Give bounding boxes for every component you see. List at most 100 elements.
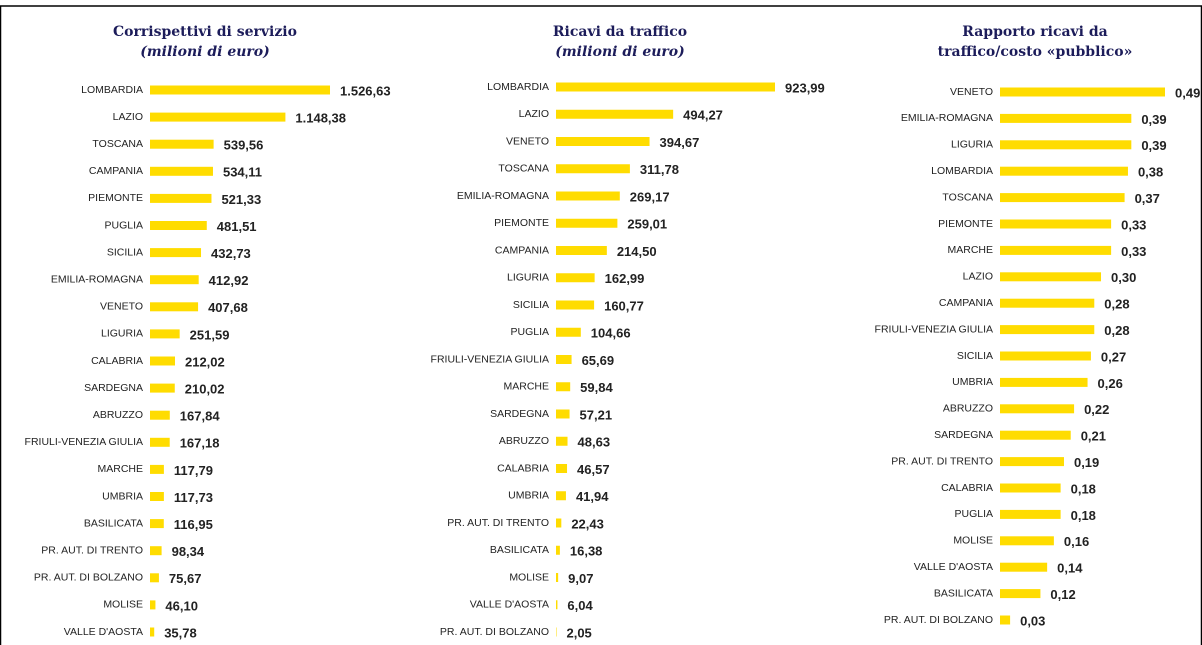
category-label: CAMPANIA xyxy=(495,244,549,256)
category-label: PIEMONTE xyxy=(88,192,143,204)
value-label: 259,01 xyxy=(627,217,667,232)
category-label: FRIULI-VENEZIA GIULIA xyxy=(431,353,549,365)
category-label: BASILICATA xyxy=(84,517,143,529)
bar xyxy=(150,464,164,474)
category-label: EMILIA-ROMAGNA xyxy=(901,112,993,124)
category-label: LAZIO xyxy=(519,108,549,120)
value-label: 59,84 xyxy=(580,380,613,395)
category-label: SARDEGNA xyxy=(934,429,993,441)
value-label: 0,03 xyxy=(1020,613,1045,628)
category-label: FRIULI-VENEZIA GIULIA xyxy=(875,323,993,335)
bar xyxy=(556,518,562,528)
category-label: LOMBARDIA xyxy=(81,84,143,96)
category-label: BASILICATA xyxy=(490,544,549,556)
value-label: 432,73 xyxy=(211,246,251,261)
value-label: 0,28 xyxy=(1104,297,1129,312)
category-label: UMBRIA xyxy=(508,490,549,502)
value-label: 521,33 xyxy=(221,192,261,207)
bar xyxy=(150,627,155,637)
bar xyxy=(1000,219,1112,229)
bar xyxy=(1000,377,1088,387)
category-label: CALABRIA xyxy=(497,462,549,474)
value-label: 407,68 xyxy=(208,300,248,315)
value-label: 98,34 xyxy=(172,544,205,559)
value-label: 534,11 xyxy=(223,165,262,180)
bar xyxy=(1000,615,1011,625)
bar xyxy=(1000,140,1132,150)
category-label: ABRUZZO xyxy=(943,403,993,415)
value-label: 104,66 xyxy=(591,326,631,341)
bar xyxy=(1000,589,1041,599)
value-label: 46,57 xyxy=(577,462,610,477)
category-label: ABRUZZO xyxy=(499,435,549,447)
category-label: MOLISE xyxy=(953,535,993,547)
value-label: 0,39 xyxy=(1141,112,1166,127)
category-label: PR. AUT. DI TRENTO xyxy=(41,544,143,556)
category-label: CAMPANIA xyxy=(939,297,993,309)
category-label: EMILIA-ROMAGNA xyxy=(457,190,549,202)
category-label: VALLE D'AOSTA xyxy=(470,599,549,611)
bar xyxy=(150,437,170,447)
bar xyxy=(150,193,212,203)
category-label: MOLISE xyxy=(509,571,549,583)
bar xyxy=(150,139,214,149)
value-label: 0,39 xyxy=(1141,138,1166,153)
value-label: 117,79 xyxy=(174,463,213,478)
value-label: 0,12 xyxy=(1050,587,1075,602)
bar xyxy=(556,191,620,201)
bar xyxy=(1000,483,1061,493)
value-label: 0,27 xyxy=(1101,349,1126,364)
category-label: EMILIA-ROMAGNA xyxy=(51,273,143,285)
value-label: 1.148,38 xyxy=(295,111,346,126)
value-label: 48,63 xyxy=(578,435,611,450)
category-label: PUGLIA xyxy=(510,326,549,338)
value-label: 22,43 xyxy=(571,516,604,531)
bar xyxy=(556,273,595,283)
bar xyxy=(556,382,571,392)
category-label: LAZIO xyxy=(113,111,143,123)
bar xyxy=(556,218,618,228)
value-label: 481,51 xyxy=(217,219,257,234)
bar xyxy=(1000,245,1112,255)
category-label: PIEMONTE xyxy=(494,217,549,229)
bar xyxy=(556,491,566,501)
bar xyxy=(150,573,159,583)
value-label: 0,18 xyxy=(1071,508,1096,523)
value-label: 6,04 xyxy=(567,598,593,613)
category-label: LAZIO xyxy=(963,271,993,283)
bar xyxy=(556,355,572,364)
value-label: 35,78 xyxy=(164,625,197,640)
category-label: FRIULI-VENEZIA GIULIA xyxy=(25,436,143,448)
category-label: PUGLIA xyxy=(954,508,993,520)
category-label: PUGLIA xyxy=(104,219,143,231)
bar xyxy=(1000,113,1132,123)
category-label: TOSCANA xyxy=(942,191,993,203)
value-label: 210,02 xyxy=(185,382,225,397)
bar xyxy=(556,545,560,555)
category-label: LOMBARDIA xyxy=(931,165,993,177)
bar xyxy=(556,327,581,337)
value-label: 160,77 xyxy=(604,298,644,313)
bar xyxy=(150,383,175,393)
bar xyxy=(1000,166,1128,176)
category-label: SICILIA xyxy=(957,350,993,362)
bar xyxy=(150,166,213,176)
value-label: 0,26 xyxy=(1098,376,1123,391)
category-label: MARCHE xyxy=(503,381,549,393)
category-label: VALLE D'AOSTA xyxy=(64,626,143,638)
bar xyxy=(1000,404,1075,414)
value-label: 214,50 xyxy=(617,244,657,259)
value-label: 0,38 xyxy=(1138,165,1163,180)
value-label: 65,69 xyxy=(582,353,615,368)
bar xyxy=(1000,298,1095,308)
category-label: TOSCANA xyxy=(92,138,143,150)
chart-subtitle: (milioni di euro) xyxy=(555,44,685,60)
value-label: 0,37 xyxy=(1135,191,1160,206)
value-label: 923,99 xyxy=(785,80,825,95)
value-label: 9,07 xyxy=(568,571,593,586)
bar xyxy=(556,409,570,419)
category-label: MARCHE xyxy=(97,463,143,475)
chart-title: traffico/costo «pubblico» xyxy=(938,44,1133,60)
category-label: SICILIA xyxy=(513,299,549,311)
